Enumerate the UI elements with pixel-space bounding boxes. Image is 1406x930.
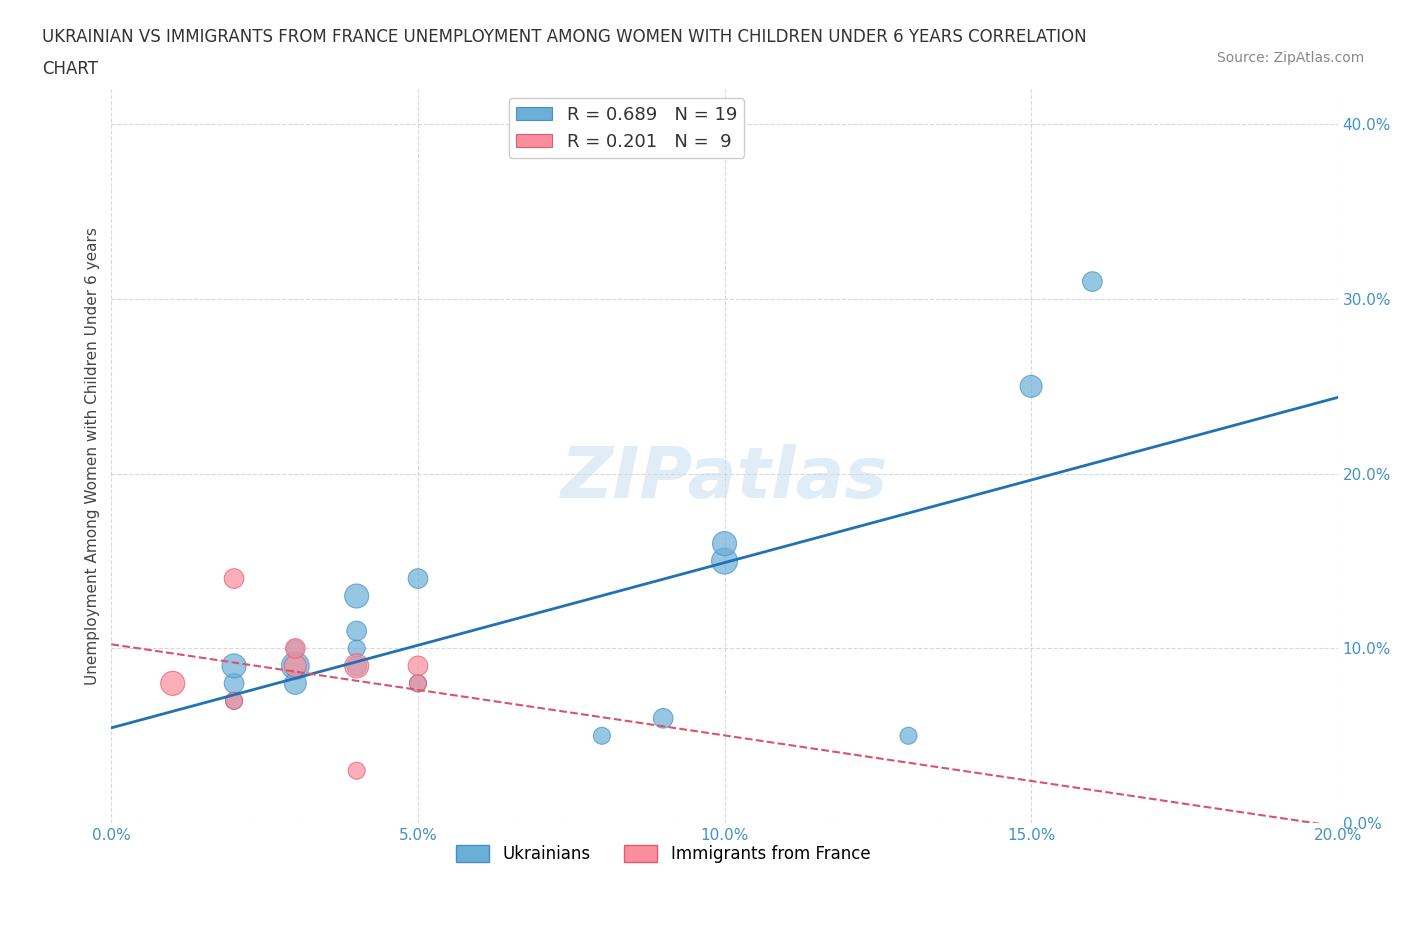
Text: ZIPatlas: ZIPatlas xyxy=(561,444,889,512)
Text: Source: ZipAtlas.com: Source: ZipAtlas.com xyxy=(1216,51,1364,65)
Point xyxy=(284,641,307,656)
Text: CHART: CHART xyxy=(42,60,98,78)
Point xyxy=(1081,274,1104,289)
Point xyxy=(222,658,245,673)
Point xyxy=(591,728,613,743)
Point xyxy=(346,589,368,604)
Point xyxy=(284,658,307,673)
Point xyxy=(346,623,368,638)
Point xyxy=(346,764,368,778)
Point xyxy=(222,694,245,709)
Point xyxy=(284,676,307,691)
Point xyxy=(406,676,429,691)
Point xyxy=(652,711,675,725)
Point xyxy=(1019,379,1042,393)
Point xyxy=(162,676,184,691)
Point xyxy=(406,571,429,586)
Point xyxy=(284,641,307,656)
Point xyxy=(284,658,307,673)
Point xyxy=(346,658,368,673)
Point xyxy=(346,658,368,673)
Point xyxy=(713,537,735,551)
Text: UKRAINIAN VS IMMIGRANTS FROM FRANCE UNEMPLOYMENT AMONG WOMEN WITH CHILDREN UNDER: UKRAINIAN VS IMMIGRANTS FROM FRANCE UNEM… xyxy=(42,28,1087,46)
Point xyxy=(406,676,429,691)
Point xyxy=(222,571,245,586)
Y-axis label: Unemployment Among Women with Children Under 6 years: Unemployment Among Women with Children U… xyxy=(86,227,100,685)
Point xyxy=(222,676,245,691)
Point xyxy=(222,694,245,709)
Point xyxy=(713,553,735,568)
Point xyxy=(346,641,368,656)
Legend: Ukrainians, Immigrants from France: Ukrainians, Immigrants from France xyxy=(450,838,877,870)
Point xyxy=(897,728,920,743)
Point xyxy=(406,658,429,673)
